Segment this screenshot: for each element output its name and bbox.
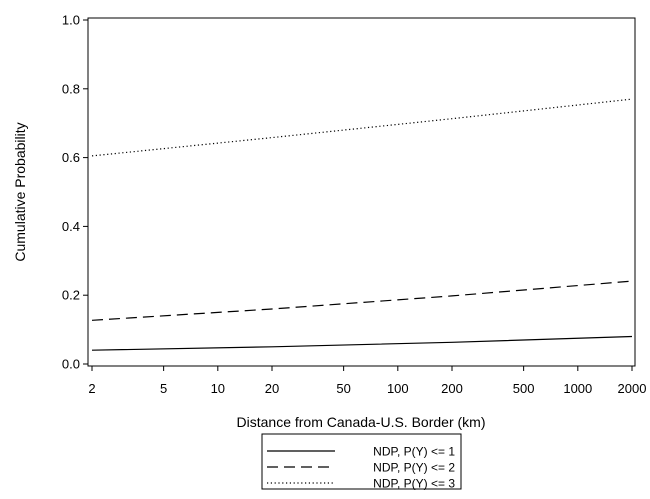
x-tick-label: 100 [387, 381, 409, 396]
series-line-3 [91, 98, 633, 157]
x-tick-label: 1000 [563, 381, 592, 396]
x-tick-label: 10 [211, 381, 225, 396]
plot-area [87, 17, 636, 367]
x-tick-label: 20 [265, 381, 279, 396]
x-tick-label: 2000 [618, 381, 647, 396]
y-tick-label: 0.2 [62, 288, 80, 303]
legend: NDP, P(Y) <= 1 NDP, P(Y) <= 2 NDP, P(Y) <=… [261, 433, 462, 491]
legend-label: NDP, P(Y) <= 2 [373, 461, 455, 475]
series-line-1 [91, 335, 633, 351]
y-axis-label: Cumulative Probability [12, 122, 28, 261]
series-lines [91, 98, 633, 351]
x-axis-label: Distance from Canada-U.S. Border (km) [237, 414, 486, 430]
y-tick-label: 0.4 [62, 219, 80, 234]
y-axis: 0.0 0.2 0.4 0.6 0.8 1.0 [62, 13, 88, 372]
y-tick-label: 0.6 [62, 150, 80, 165]
x-tick-label: 5 [160, 381, 167, 396]
x-tick-label: 2 [88, 381, 95, 396]
legend-label: NDP, P(Y) <= 3 [373, 477, 455, 491]
y-tick-label: 0.8 [62, 81, 80, 96]
y-tick-label: 1.0 [62, 13, 80, 28]
x-tick-label: 500 [513, 381, 535, 396]
y-tick-label: 0.0 [62, 357, 80, 372]
series-line-2 [91, 280, 633, 321]
legend-label: NDP, P(Y) <= 1 [373, 445, 455, 459]
legend-box [261, 433, 462, 490]
x-tick-label: 200 [441, 381, 463, 396]
x-axis: 2 5 10 20 50 100 200 500 1000 2000 [88, 366, 646, 396]
x-tick-label: 50 [336, 381, 350, 396]
